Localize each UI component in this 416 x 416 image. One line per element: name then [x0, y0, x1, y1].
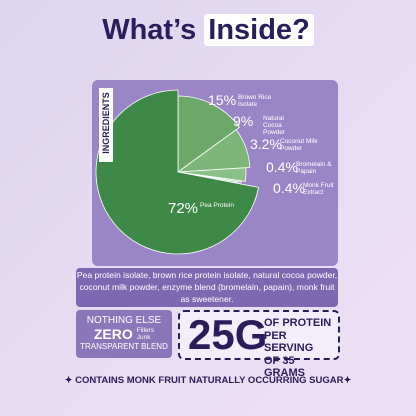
value-label: 0.4% [273, 180, 305, 196]
protein-line: PER SERVING [264, 329, 314, 355]
protein-line: OF PROTEIN [264, 317, 332, 329]
category-label: Monk Fruit Extract [303, 182, 334, 196]
category-label: Natural Cocoa Powder [263, 115, 286, 136]
title-text: What’s [102, 14, 197, 46]
badge-line: NOTHING ELSE [86, 315, 162, 326]
value-label: 0.4% [266, 159, 298, 175]
protein-line: OF 35 GRAMS [264, 354, 305, 380]
pie-slice [176, 129, 251, 173]
pie-slice [95, 89, 260, 255]
axis-label: INGREDIENTS [101, 92, 111, 154]
category-label: Pea Protein [200, 202, 234, 209]
badge-zero: ZERO [93, 326, 133, 342]
zero-badge: NOTHING ELSE ZERO Fillers Junk TRANSPAREN… [76, 310, 172, 358]
badge-line: TRANSPARENT BLEND [80, 342, 168, 351]
value-label: 9% [233, 113, 254, 129]
protein-amount: 25G [188, 311, 268, 358]
category-label: Bromelain & Papain [296, 161, 332, 175]
protein-badge: 25G OF PROTEIN PER SERVING OF 35 GRAMS [178, 310, 340, 379]
category-label: Brown Rice Isolate [238, 94, 272, 108]
value-label: 3.2% [250, 136, 282, 152]
category-label: Coconut Milk Powder [280, 138, 318, 152]
badge-word: Fillers [136, 327, 155, 334]
pie-slice [177, 167, 247, 182]
badge-word: Junk [136, 334, 151, 341]
title-highlight: Inside? [204, 14, 314, 46]
value-label: 72% [168, 200, 199, 217]
footer: ✦ CONTAINS MONK FRUIT NATURALLY OCCURRIN… [64, 375, 352, 386]
title: What’s Inside? [0, 14, 416, 47]
ingredients-tab: INGREDIENTS [99, 88, 113, 162]
value-label: 15% [208, 92, 237, 108]
description: Pea protein isolate, brown rice protein … [76, 268, 338, 307]
pie-slice [177, 95, 241, 173]
